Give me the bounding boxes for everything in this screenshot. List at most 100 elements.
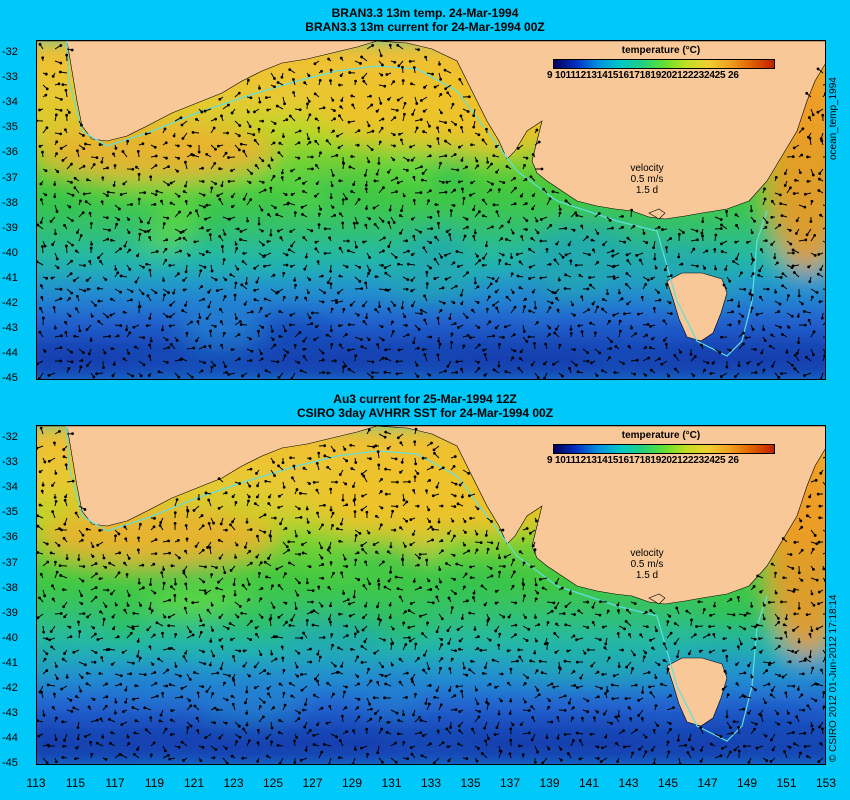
current-arrowhead xyxy=(128,267,132,271)
current-arrowhead xyxy=(523,594,526,598)
current-arrowhead xyxy=(202,193,206,197)
current-arrowhead xyxy=(230,169,233,173)
current-arrowhead xyxy=(92,163,96,166)
current-arrowhead xyxy=(220,184,224,188)
current-arrowhead xyxy=(791,649,795,653)
current-arrowhead xyxy=(177,194,181,198)
current-arrowhead xyxy=(575,213,579,217)
current-arrowhead xyxy=(256,484,259,488)
current-arrowhead xyxy=(121,650,125,654)
current-arrowhead xyxy=(662,642,666,646)
current-arrowhead xyxy=(228,674,231,678)
current-arrowhead xyxy=(490,574,494,578)
current-arrowhead xyxy=(463,543,466,547)
current-arrowhead xyxy=(380,506,384,510)
current-arrowhead xyxy=(380,477,383,481)
current-arrowhead xyxy=(96,638,100,641)
current-arrowhead xyxy=(700,343,703,347)
current-arrowhead xyxy=(235,246,239,250)
velocity-label: velocity xyxy=(630,163,664,174)
current-arrowhead xyxy=(626,302,629,306)
current-arrowhead xyxy=(533,341,536,345)
current-arrowhead xyxy=(703,368,707,372)
current-arrowhead xyxy=(108,228,111,232)
current-arrowhead xyxy=(182,278,186,282)
current-arrowhead xyxy=(163,293,166,297)
current-arrowhead xyxy=(819,268,823,271)
current-arrowhead xyxy=(435,595,439,599)
current-arrowhead xyxy=(611,249,615,253)
current-arrowhead xyxy=(202,297,206,301)
current-arrowhead xyxy=(146,229,150,233)
current-arrowhead xyxy=(350,647,353,651)
current-arrowhead xyxy=(260,229,264,233)
current-arrowhead xyxy=(423,85,426,89)
current-arrowhead xyxy=(320,604,324,608)
current-arrowhead xyxy=(97,320,101,323)
current-arrowhead xyxy=(80,676,84,679)
current-arrowhead xyxy=(56,170,60,174)
current-arrowhead xyxy=(110,662,114,666)
current-arrowhead xyxy=(793,353,797,357)
current-arrowhead xyxy=(270,652,274,656)
current-arrowhead xyxy=(630,208,634,212)
current-arrowhead xyxy=(488,320,492,324)
current-arrowhead xyxy=(327,585,331,589)
current-arrowhead xyxy=(805,514,809,518)
current-arrowhead xyxy=(215,289,219,293)
current-arrowhead xyxy=(794,232,798,235)
current-arrowhead xyxy=(220,645,224,648)
current-arrowhead xyxy=(314,117,318,121)
current-arrowhead xyxy=(630,326,633,330)
current-arrowhead xyxy=(49,630,53,633)
current-arrowhead xyxy=(304,255,308,259)
current-arrowhead xyxy=(422,668,425,672)
current-arrowhead xyxy=(506,681,510,685)
current-arrowhead xyxy=(199,630,203,634)
current-arrowhead xyxy=(260,208,264,212)
current-arrowhead xyxy=(250,172,254,175)
current-arrowhead xyxy=(808,495,812,499)
current-arrowhead xyxy=(403,112,406,116)
current-arrowhead xyxy=(283,102,286,106)
current-arrowhead xyxy=(100,200,104,204)
current-arrowhead xyxy=(232,678,235,682)
panel1-map[interactable]: temperature (°C) 9 101112131415161718192… xyxy=(36,40,826,380)
current-arrowhead xyxy=(412,489,416,492)
land-mainland xyxy=(37,426,825,605)
current-arrowhead xyxy=(447,531,450,535)
current-arrowhead xyxy=(62,455,66,459)
current-arrowhead xyxy=(337,146,341,150)
current-arrowhead xyxy=(193,671,196,674)
current-arrowhead xyxy=(106,166,109,170)
current-arrowhead xyxy=(338,539,342,543)
current-arrowhead xyxy=(358,265,362,269)
current-arrowhead xyxy=(180,123,184,127)
current-arrowhead xyxy=(299,491,302,495)
current-arrowhead xyxy=(229,568,233,572)
current-arrowhead xyxy=(136,149,140,153)
current-arrowhead xyxy=(345,503,349,507)
current-arrowhead xyxy=(230,638,233,641)
current-arrowhead xyxy=(777,644,781,648)
current-arrowhead xyxy=(263,669,267,672)
current-arrowhead xyxy=(403,544,407,548)
current-arrowhead xyxy=(263,188,267,192)
current-arrowhead xyxy=(182,236,186,240)
current-arrowhead xyxy=(184,270,188,274)
current-arrowhead xyxy=(474,688,478,692)
current-arrowhead xyxy=(285,620,288,624)
current-arrowhead xyxy=(360,55,364,59)
current-arrowhead xyxy=(316,652,320,656)
current-arrowhead xyxy=(65,675,69,679)
current-arrowhead xyxy=(54,500,58,503)
current-arrowhead xyxy=(230,205,234,209)
current-arrowhead xyxy=(525,156,529,160)
panel2-map[interactable]: temperature (°C) 9 101112131415161718192… xyxy=(36,425,826,765)
current-arrowhead xyxy=(199,269,203,273)
current-arrowhead xyxy=(344,364,348,368)
current-arrowhead xyxy=(155,250,159,253)
current-arrowhead xyxy=(572,228,576,232)
current-arrowhead xyxy=(280,75,284,79)
current-arrowhead xyxy=(216,194,220,198)
